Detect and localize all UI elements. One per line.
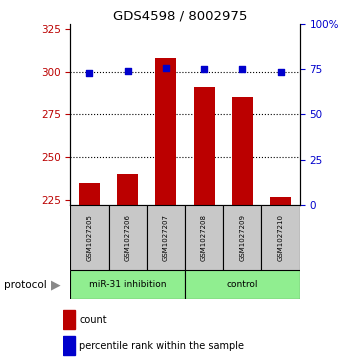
Bar <box>63 336 75 355</box>
Text: ▶: ▶ <box>51 278 61 291</box>
Text: GDS4598 / 8002975: GDS4598 / 8002975 <box>113 9 248 22</box>
Bar <box>63 310 75 330</box>
Point <box>201 66 207 72</box>
Bar <box>70 270 185 299</box>
Text: GSM1027205: GSM1027205 <box>87 214 92 261</box>
Text: miR-31 inhibition: miR-31 inhibition <box>89 281 166 289</box>
Bar <box>109 205 147 270</box>
Text: control: control <box>227 281 258 289</box>
Point <box>239 66 245 72</box>
Bar <box>270 196 291 205</box>
Text: percentile rank within the sample: percentile rank within the sample <box>79 341 244 351</box>
Bar <box>117 174 138 205</box>
Bar <box>261 205 300 270</box>
Bar <box>223 205 261 270</box>
Bar <box>185 270 300 299</box>
Text: count: count <box>79 315 107 325</box>
Text: GSM1027208: GSM1027208 <box>201 214 207 261</box>
Bar <box>70 205 109 270</box>
Bar <box>79 183 100 205</box>
Point <box>163 65 169 71</box>
Point <box>125 68 131 74</box>
Text: GSM1027210: GSM1027210 <box>278 214 283 261</box>
Bar <box>147 205 185 270</box>
Text: protocol: protocol <box>4 280 46 290</box>
Text: GSM1027207: GSM1027207 <box>163 214 169 261</box>
Text: GSM1027206: GSM1027206 <box>125 214 131 261</box>
Point <box>87 70 92 76</box>
Text: GSM1027209: GSM1027209 <box>239 214 245 261</box>
Bar <box>155 58 177 205</box>
Bar <box>193 87 215 205</box>
Bar <box>185 205 223 270</box>
Bar <box>232 97 253 205</box>
Point <box>278 69 283 75</box>
